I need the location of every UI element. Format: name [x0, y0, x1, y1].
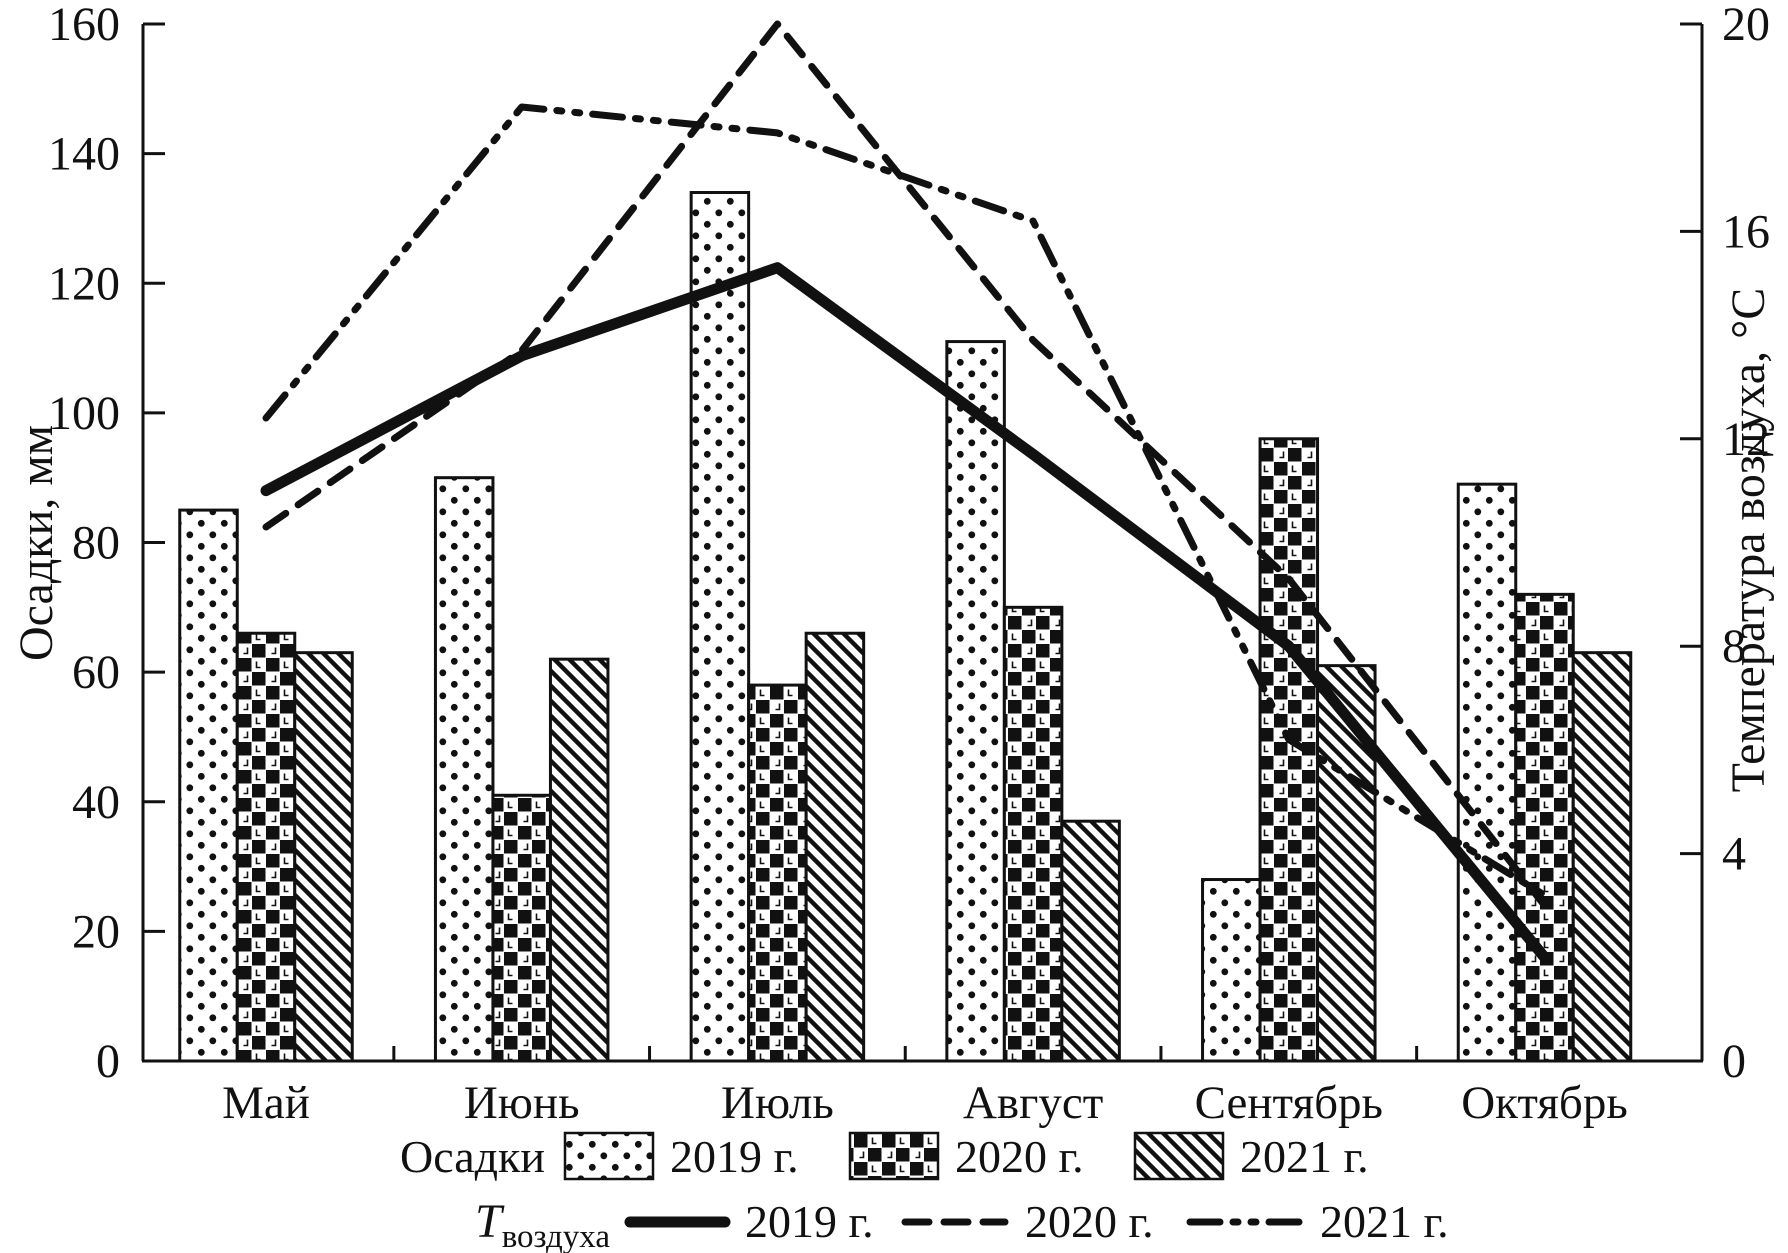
left-axis-tick-label: 140 [48, 128, 120, 181]
bar-2021-Июль [804, 631, 866, 1063]
legend-bar-entry-label: 2021 г. [1240, 1131, 1369, 1182]
right-axis-title: Температура воздуха, °С [1722, 288, 1775, 793]
bar-2019-Май [178, 508, 239, 1063]
axes: 0 20 40 60 80 100 120 140 160 0 4 8 12 16 20 Осадки, мм… [10, 0, 1775, 1088]
bar-2019-Июль [689, 191, 751, 1063]
legend-line-entry-label: 2021 г. [1320, 1196, 1449, 1247]
right-axis-tick-label: 8 [1722, 620, 1746, 673]
left-axis-tick-label: 60 [72, 646, 120, 699]
bar-2021-Июнь [548, 657, 610, 1063]
legend-lines-group-label: Tвоздуха [475, 1195, 610, 1253]
left-axis-tick-label: 20 [72, 905, 120, 958]
left-axis-tick-label: 160 [48, 0, 120, 51]
x-axis-category-label: Сентябрь [1195, 1077, 1383, 1129]
bar-2021-Сентябрь [1316, 664, 1377, 1063]
legend-swatch-checker [848, 1131, 940, 1181]
bar-2019-Октябрь [1456, 482, 1518, 1063]
left-axis-tick-label: 40 [72, 776, 120, 829]
legend-line-entry-label: 2019 г. [745, 1196, 874, 1247]
x-axis-category-label: Июль [721, 1077, 834, 1129]
legend-line-entry-label: 2020 г. [1025, 1196, 1154, 1247]
left-axis-title: Осадки, мм [10, 425, 63, 661]
bar-2020-Октябрь [1514, 592, 1575, 1063]
temperature-lines [260, 20, 1550, 963]
temp-line-2020 [262, 20, 1548, 909]
legend-bar-entry-label: 2020 г. [955, 1131, 1084, 1182]
right-axis-tick-label: 12 [1722, 413, 1770, 466]
temp-line-2021 [262, 103, 1548, 899]
bar-2020-Август [1002, 605, 1064, 1063]
left-axis-tick-label: 0 [96, 1035, 120, 1088]
left-axis-tick-label: 120 [48, 257, 120, 310]
bar-2019-Август [945, 340, 1006, 1063]
left-axis-tick-label: 80 [72, 517, 120, 570]
bar-groups: Май Июнь Июль Август Сентябрь Октябрь [178, 191, 1633, 1129]
x-axis-category-label: Август [963, 1077, 1103, 1129]
left-axis-tick-label: 100 [48, 387, 120, 440]
right-axis-tick-label: 20 [1722, 0, 1770, 51]
x-axis-category-label: Октябрь [1461, 1077, 1628, 1129]
legend-swatch-hatch [1133, 1131, 1225, 1181]
right-axis-tick-label: 0 [1722, 1035, 1746, 1088]
legend-bar-entry-label: 2019 г. [670, 1131, 799, 1182]
bar-2021-Октябрь [1571, 651, 1633, 1063]
x-axis-category-label: Май [222, 1077, 310, 1129]
bar-2020-Май [235, 631, 297, 1063]
legend-bars-group-label: Осадки [400, 1131, 545, 1182]
bar-2020-Июнь [491, 793, 552, 1063]
bar-2019-Июнь [433, 476, 495, 1063]
legend-swatch-dots [563, 1131, 655, 1181]
right-axis-tick-label: 4 [1722, 828, 1746, 881]
x-axis-category-label: Июнь [464, 1077, 580, 1129]
bar-2019-Сентябрь [1201, 878, 1262, 1063]
bar-2021-Август [1060, 819, 1121, 1063]
legend: Осадки 2019 г. 2020 г. 2021 г. Tвоздуха 2019 … [400, 1131, 1449, 1253]
bar-2021-Май [293, 651, 354, 1063]
bar-2020-Июль [747, 683, 808, 1063]
right-axis-tick-label: 16 [1722, 205, 1770, 258]
